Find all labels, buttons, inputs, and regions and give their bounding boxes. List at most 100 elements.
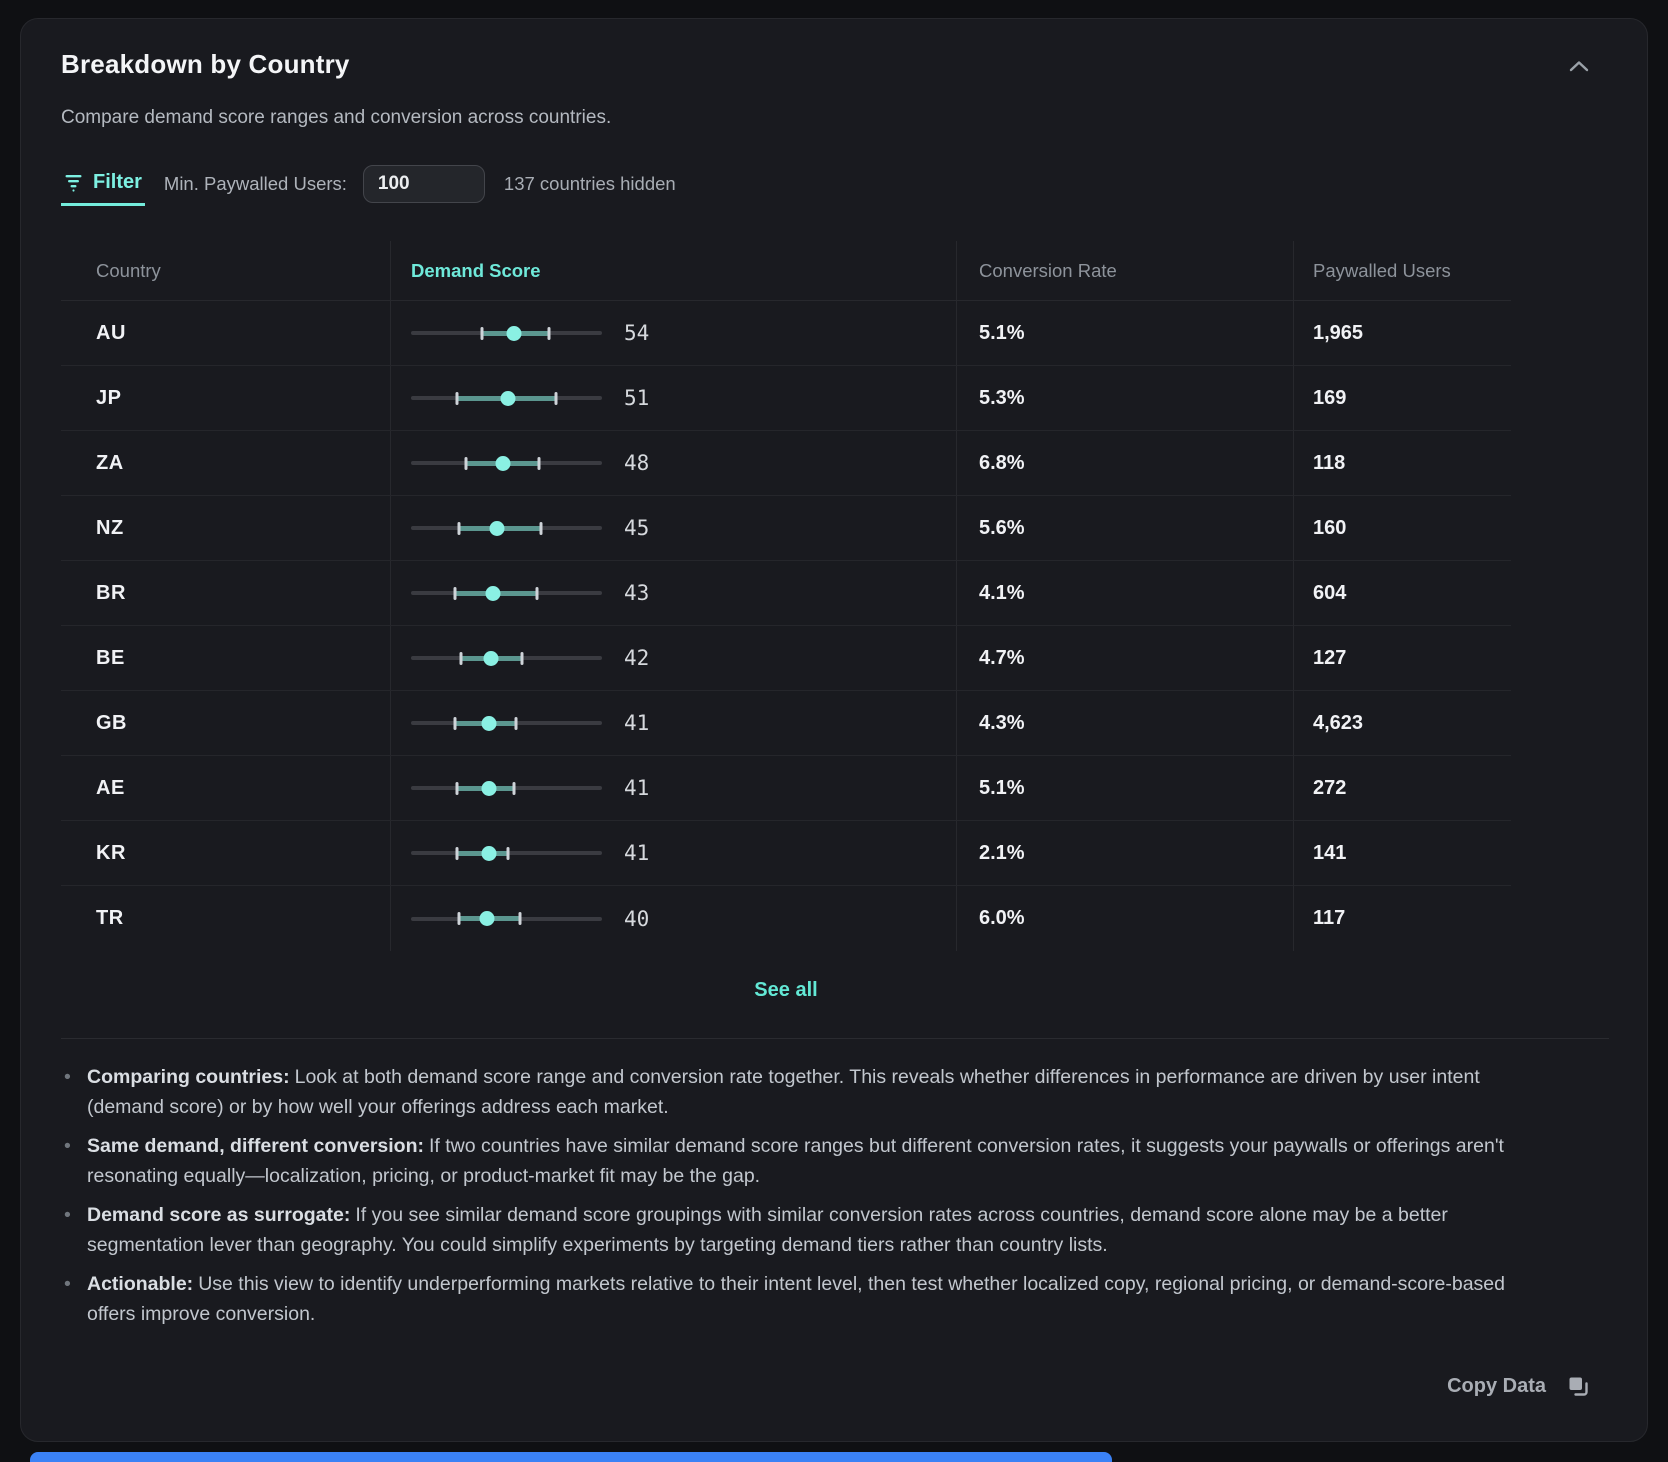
column-header-paywalled-users[interactable]: Paywalled Users <box>1293 241 1511 300</box>
slider-max-tick <box>554 391 558 405</box>
demand-score-range-slider <box>411 518 602 539</box>
insight-notes: Comparing countries:Look at both demand … <box>61 1062 1539 1338</box>
slider-min-tick <box>455 391 459 405</box>
note-lead: Same demand, different conversion: <box>87 1135 424 1157</box>
slider-max-tick <box>520 651 524 665</box>
see-all-link[interactable]: See all <box>754 979 818 1001</box>
paywalled-users-value: 1,965 <box>1313 321 1364 344</box>
paywalled-users-value: 169 <box>1313 386 1347 409</box>
filter-tab[interactable]: Filter <box>61 161 145 206</box>
slider-max-tick <box>539 521 543 535</box>
min-paywalled-label: Min. Paywalled Users: <box>163 172 347 194</box>
demand-score-value: 43 <box>624 581 650 605</box>
slider-min-tick <box>457 521 461 535</box>
column-header-country[interactable]: Country <box>96 259 161 281</box>
chevron-up-icon <box>1567 61 1591 76</box>
insight-note: Demand score as surrogate:If you see sim… <box>61 1200 1539 1260</box>
country-code: GB <box>96 711 127 734</box>
demand-score-value: 45 <box>624 516 650 540</box>
demand-score-value: 48 <box>624 451 650 475</box>
column-header-demand-score[interactable]: Demand Score <box>390 241 956 300</box>
country-code: TR <box>96 907 124 929</box>
card-subtitle: Compare demand score ranges and conversi… <box>61 107 612 128</box>
copy-data-button[interactable]: Copy Data <box>1447 1375 1589 1398</box>
slider-max-tick <box>537 456 541 470</box>
paywalled-users-value: 117 <box>1313 907 1346 929</box>
collapse-button[interactable] <box>1563 55 1595 80</box>
slider-max-tick <box>535 586 539 600</box>
filter-tab-label: Filter <box>93 170 142 193</box>
slider-max-tick <box>514 716 518 730</box>
country-code: BE <box>96 646 125 669</box>
paywalled-users-value: 160 <box>1313 516 1347 539</box>
country-code: KR <box>96 841 126 864</box>
slider-max-tick <box>518 912 522 925</box>
conversion-rate-value: 5.1% <box>979 321 1025 344</box>
paywalled-users-value: 141 <box>1313 841 1347 864</box>
table-row: AE 41 5.1% 272 <box>61 756 1511 821</box>
conversion-rate-value: 4.1% <box>979 581 1025 604</box>
demand-score-range-slider <box>411 323 602 344</box>
slider-max-tick <box>506 846 510 860</box>
slider-min-tick <box>480 326 484 340</box>
conversion-rate-value: 5.6% <box>979 516 1025 539</box>
table-row: GB 41 4.3% 4,623 <box>61 691 1511 756</box>
conversion-rate-value: 2.1% <box>979 841 1025 864</box>
slider-min-tick <box>464 456 468 470</box>
table-row: BE 42 4.7% 127 <box>61 626 1511 691</box>
slider-value-dot <box>481 715 497 731</box>
country-code: JP <box>96 386 122 409</box>
demand-score-value: 40 <box>624 906 650 931</box>
slider-min-tick <box>459 651 463 665</box>
slider-value-dot <box>481 780 497 796</box>
table-row: BR 43 4.1% 604 <box>61 561 1511 626</box>
slider-value-dot <box>495 455 511 471</box>
slider-min-tick <box>455 846 459 860</box>
country-table: Country Demand Score Conversion Rate Pay… <box>61 241 1511 951</box>
insight-note: Actionable:Use this view to identify und… <box>61 1269 1539 1329</box>
slider-min-tick <box>453 586 457 600</box>
table-row: KR 41 2.1% 141 <box>61 821 1511 886</box>
demand-score-range-slider <box>411 908 602 929</box>
min-paywalled-input[interactable] <box>362 164 485 203</box>
country-code: AE <box>96 776 125 799</box>
paywalled-users-value: 272 <box>1313 776 1347 799</box>
slider-min-tick <box>457 912 461 925</box>
conversion-rate-value: 5.3% <box>979 386 1025 409</box>
slider-min-tick <box>455 781 459 795</box>
paywalled-users-value: 604 <box>1313 581 1347 604</box>
slider-value-dot <box>479 911 495 926</box>
page-title: Breakdown by Country <box>61 49 350 79</box>
bottom-accent-bar <box>30 1452 1112 1462</box>
conversion-rate-value: 4.3% <box>979 711 1025 734</box>
note-lead: Actionable: <box>87 1273 194 1295</box>
demand-score-value: 41 <box>624 841 650 865</box>
note-lead: Comparing countries: <box>87 1066 290 1088</box>
conversion-rate-value: 5.1% <box>979 776 1025 799</box>
table-row: NZ 45 5.6% 160 <box>61 496 1511 561</box>
slider-value-dot <box>485 585 501 601</box>
paywalled-users-value: 4,623 <box>1313 711 1364 734</box>
section-divider <box>61 1038 1609 1039</box>
conversion-rate-value: 4.7% <box>979 646 1025 669</box>
slider-value-dot <box>500 390 516 406</box>
table-row: TR 40 6.0% 117 <box>61 886 1511 951</box>
table-header-row: Country Demand Score Conversion Rate Pay… <box>61 241 1511 301</box>
note-text: Look at both demand score range and conv… <box>87 1066 1480 1118</box>
demand-score-value: 51 <box>624 386 650 410</box>
copy-icon <box>1568 1376 1589 1397</box>
slider-value-dot <box>483 650 499 666</box>
demand-score-range-slider <box>411 843 602 864</box>
table-row: AU 54 5.1% 1,965 <box>61 301 1511 366</box>
filter-bar: Filter Min. Paywalled Users: 137 countri… <box>61 161 676 206</box>
breakdown-card: Breakdown by Country Compare demand scor… <box>20 18 1648 1442</box>
slider-value-dot <box>489 520 505 536</box>
demand-score-value: 42 <box>624 646 650 670</box>
conversion-rate-value: 6.0% <box>979 907 1025 929</box>
hidden-countries-count: 137 countries hidden <box>503 172 676 194</box>
insight-note: Comparing countries:Look at both demand … <box>61 1062 1539 1122</box>
demand-score-value: 41 <box>624 711 650 735</box>
slider-max-tick <box>512 781 516 795</box>
column-header-conversion-rate[interactable]: Conversion Rate <box>956 241 1293 300</box>
slider-value-dot <box>506 325 522 341</box>
